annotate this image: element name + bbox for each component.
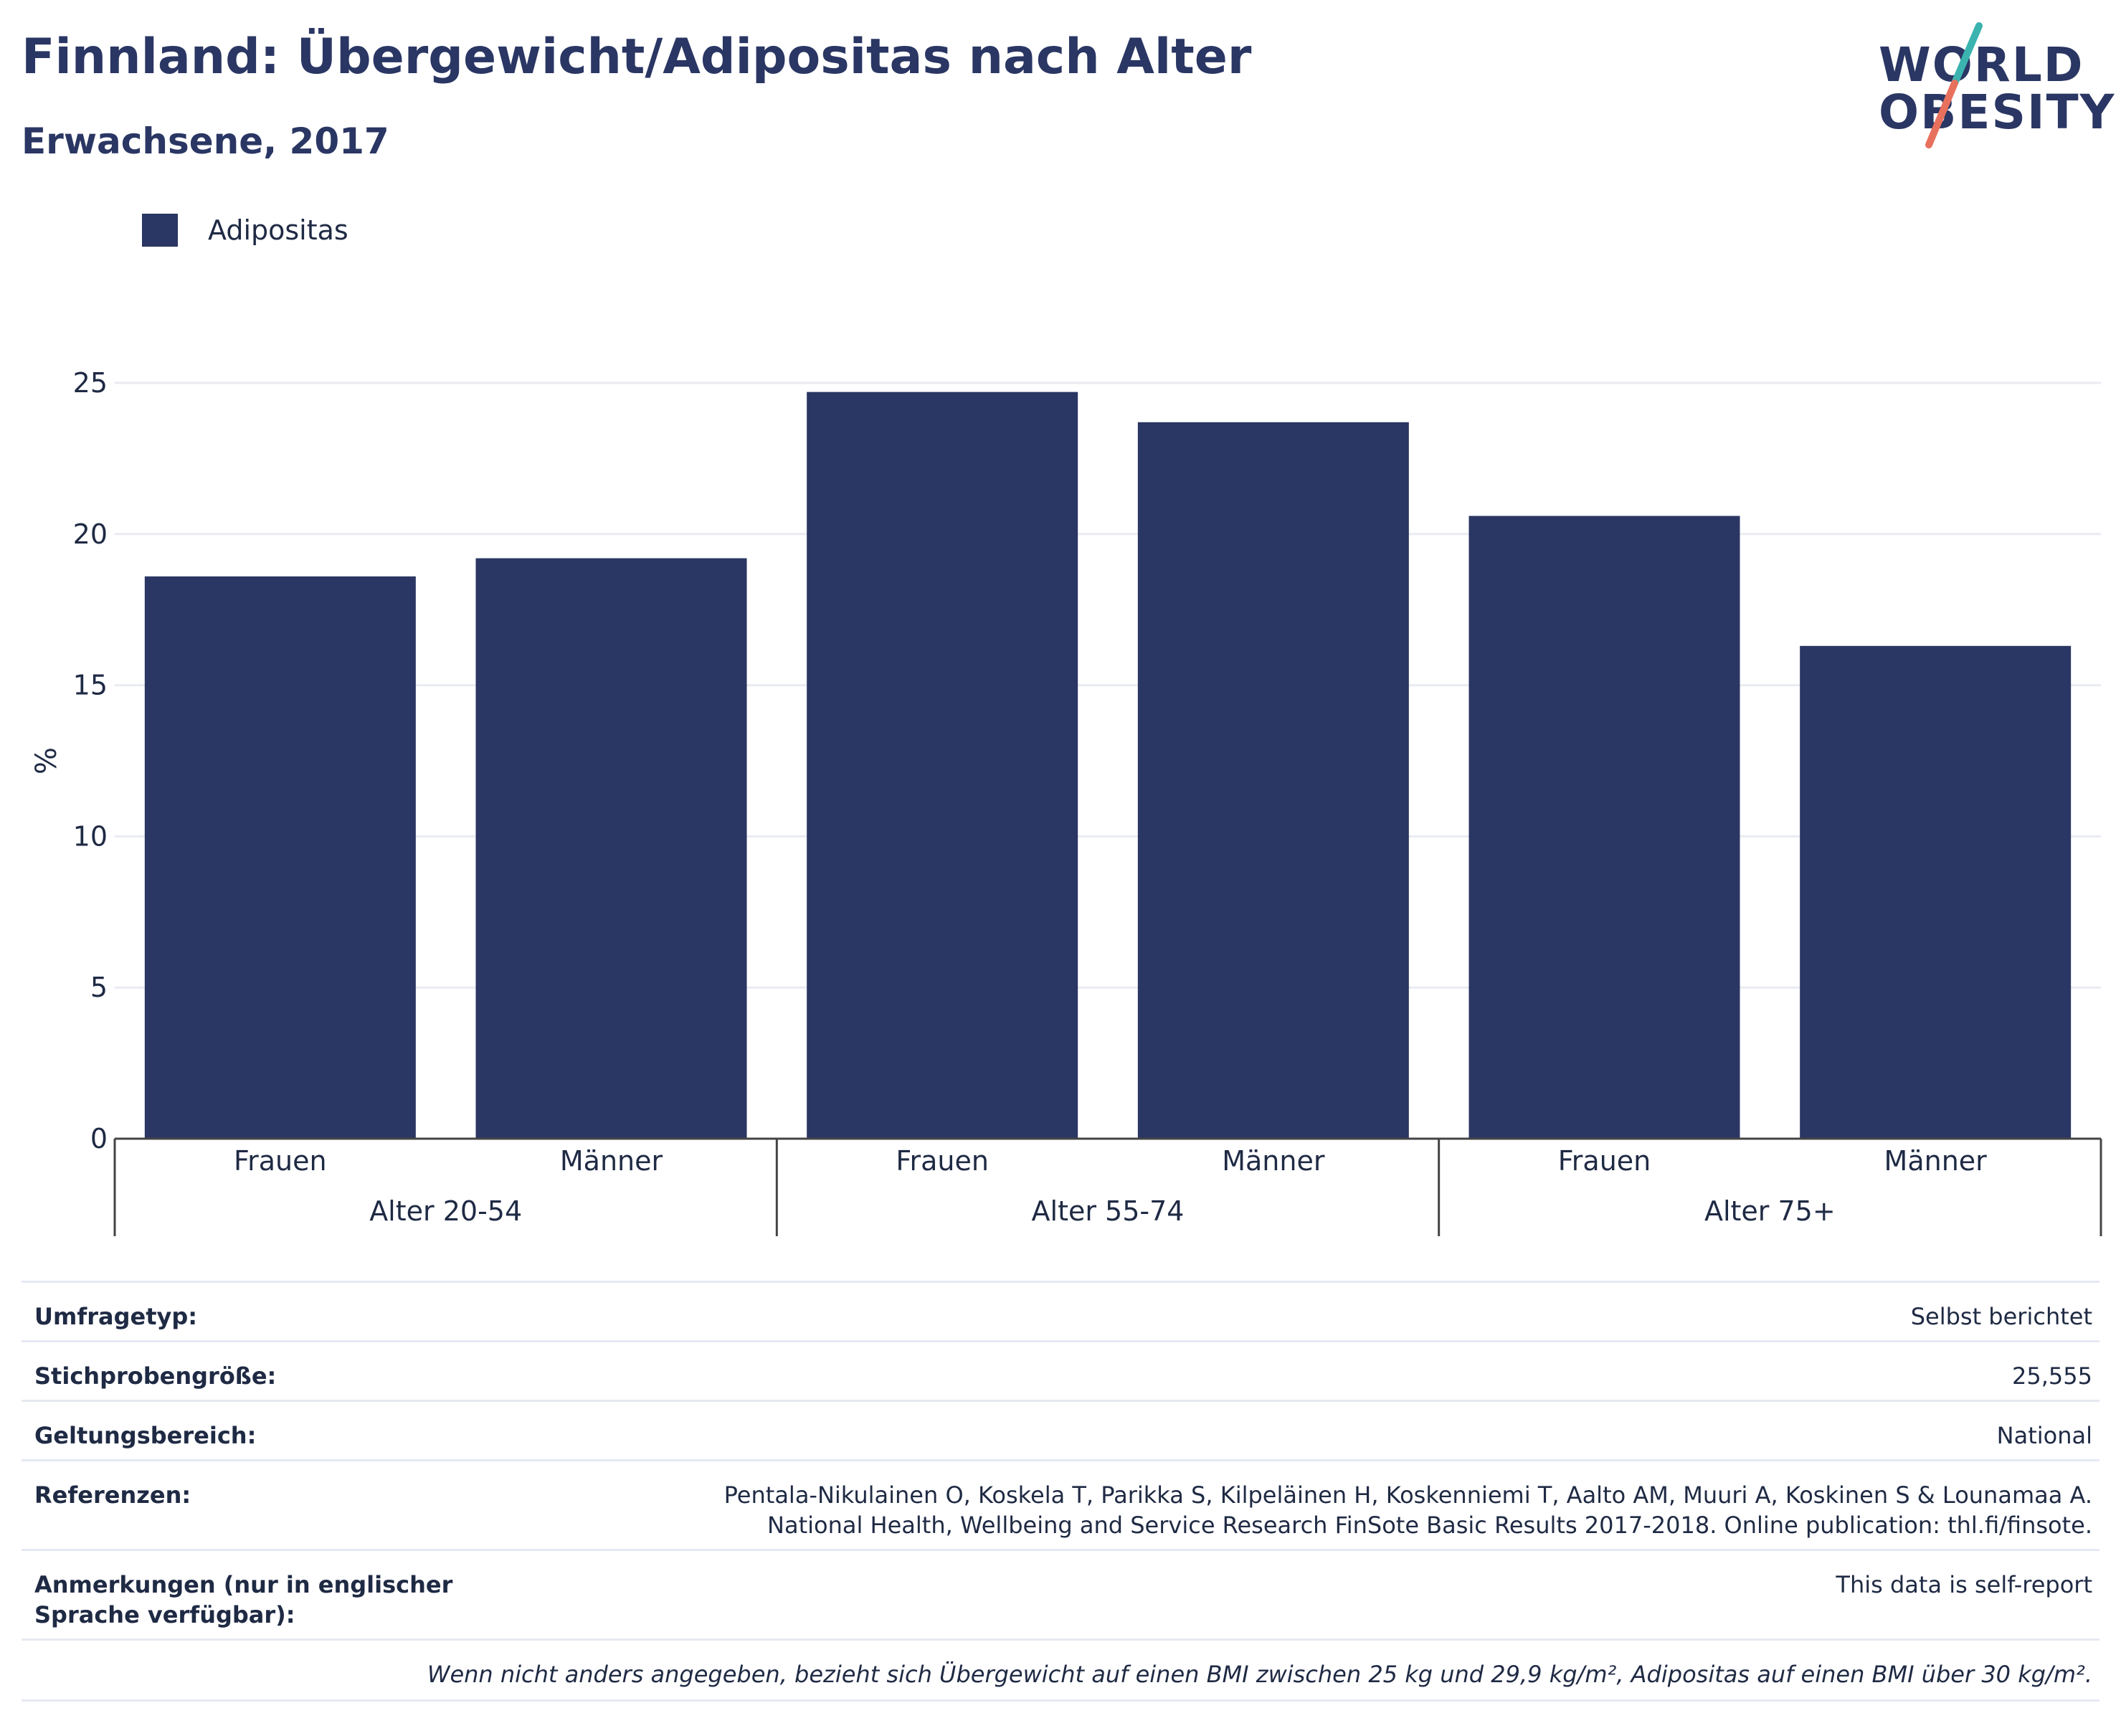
footnote: Wenn nicht anders angegeben, bezieht sic… [427,1661,2092,1688]
group-label: Alter 75+ [1704,1195,1836,1227]
info-value: National [1996,1422,2092,1449]
legend-label: Adipositas [208,214,348,246]
group-label: Alter 20-54 [369,1195,522,1227]
bar [1800,645,2072,1139]
logo-line-obesity: OBESITY [1879,85,2116,140]
x-tick-label: Frauen [1558,1145,1651,1177]
y-tick-label: 20 [73,518,108,550]
info-key: Geltungsbereich: [34,1422,257,1449]
logo-line-world: WORLD [1879,37,2084,93]
world-obesity-logo[interactable]: WORLD OBESITY [1871,22,2114,151]
y-tick-label: 10 [73,820,108,852]
y-tick-label: 5 [90,972,108,1003]
legend-swatch [142,214,178,247]
y-tick-label: 15 [73,670,108,701]
info-value: 25,555 [2012,1362,2092,1390]
info-value: This data is self-report [1836,1571,2092,1598]
info-row-notes: Anmerkungen (nur in englischer Sprache v… [22,1549,2099,1638]
bar [807,392,1078,1139]
info-row-references: Referenzen: Pentala-Nikulainen O, Koskel… [22,1459,2099,1549]
info-row-survey-type: Umfragetyp: Selbst berichtet [22,1281,2099,1340]
x-tick-label: Frauen [234,1145,327,1177]
info-key: Anmerkungen (nur in englischer Sprache v… [34,1571,453,1628]
info-value: Pentala-Nikulainen O, Koskela T, Parikka… [723,1481,2092,1539]
y-tick-label: 0 [90,1123,108,1154]
x-tick-label: Männer [560,1145,663,1177]
info-row-footnote: Wenn nicht anders angegeben, bezieht sic… [22,1638,2099,1699]
y-tick-label: 25 [73,367,108,399]
info-row-sample-size: Stichprobengröße: 25,555 [22,1340,2099,1400]
x-tick-label: Männer [1222,1145,1325,1177]
info-key: Referenzen: [34,1481,191,1509]
bar [144,576,416,1139]
chart-title: Finnland: Übergewicht/Adipositas nach Al… [22,29,1252,85]
bar [1468,516,1740,1139]
y-axis-title: % [30,747,63,774]
bar [475,558,747,1139]
info-value: Selbst berichtet [1910,1303,2092,1330]
chart-subtitle: Erwachsene, 2017 [22,120,389,162]
info-row-scope: Geltungsbereich: National [22,1400,2099,1459]
info-table: Umfragetyp: Selbst berichtet Stichproben… [22,1281,2099,1702]
x-tick-label: Männer [1884,1145,1988,1177]
logo-slash-icon [1925,22,1983,148]
group-label: Alter 55-74 [1032,1195,1185,1227]
table-bottom-rule [22,1699,2099,1702]
info-key: Stichprobengröße: [34,1362,277,1390]
info-key: Umfragetyp: [34,1303,198,1330]
bar-chart: 0 5 10 15 20 25% Frauen Männer Frauen Männer Fraue… [30,367,2102,1236]
x-tick-label: Frauen [896,1145,989,1177]
bar [1137,422,1409,1139]
